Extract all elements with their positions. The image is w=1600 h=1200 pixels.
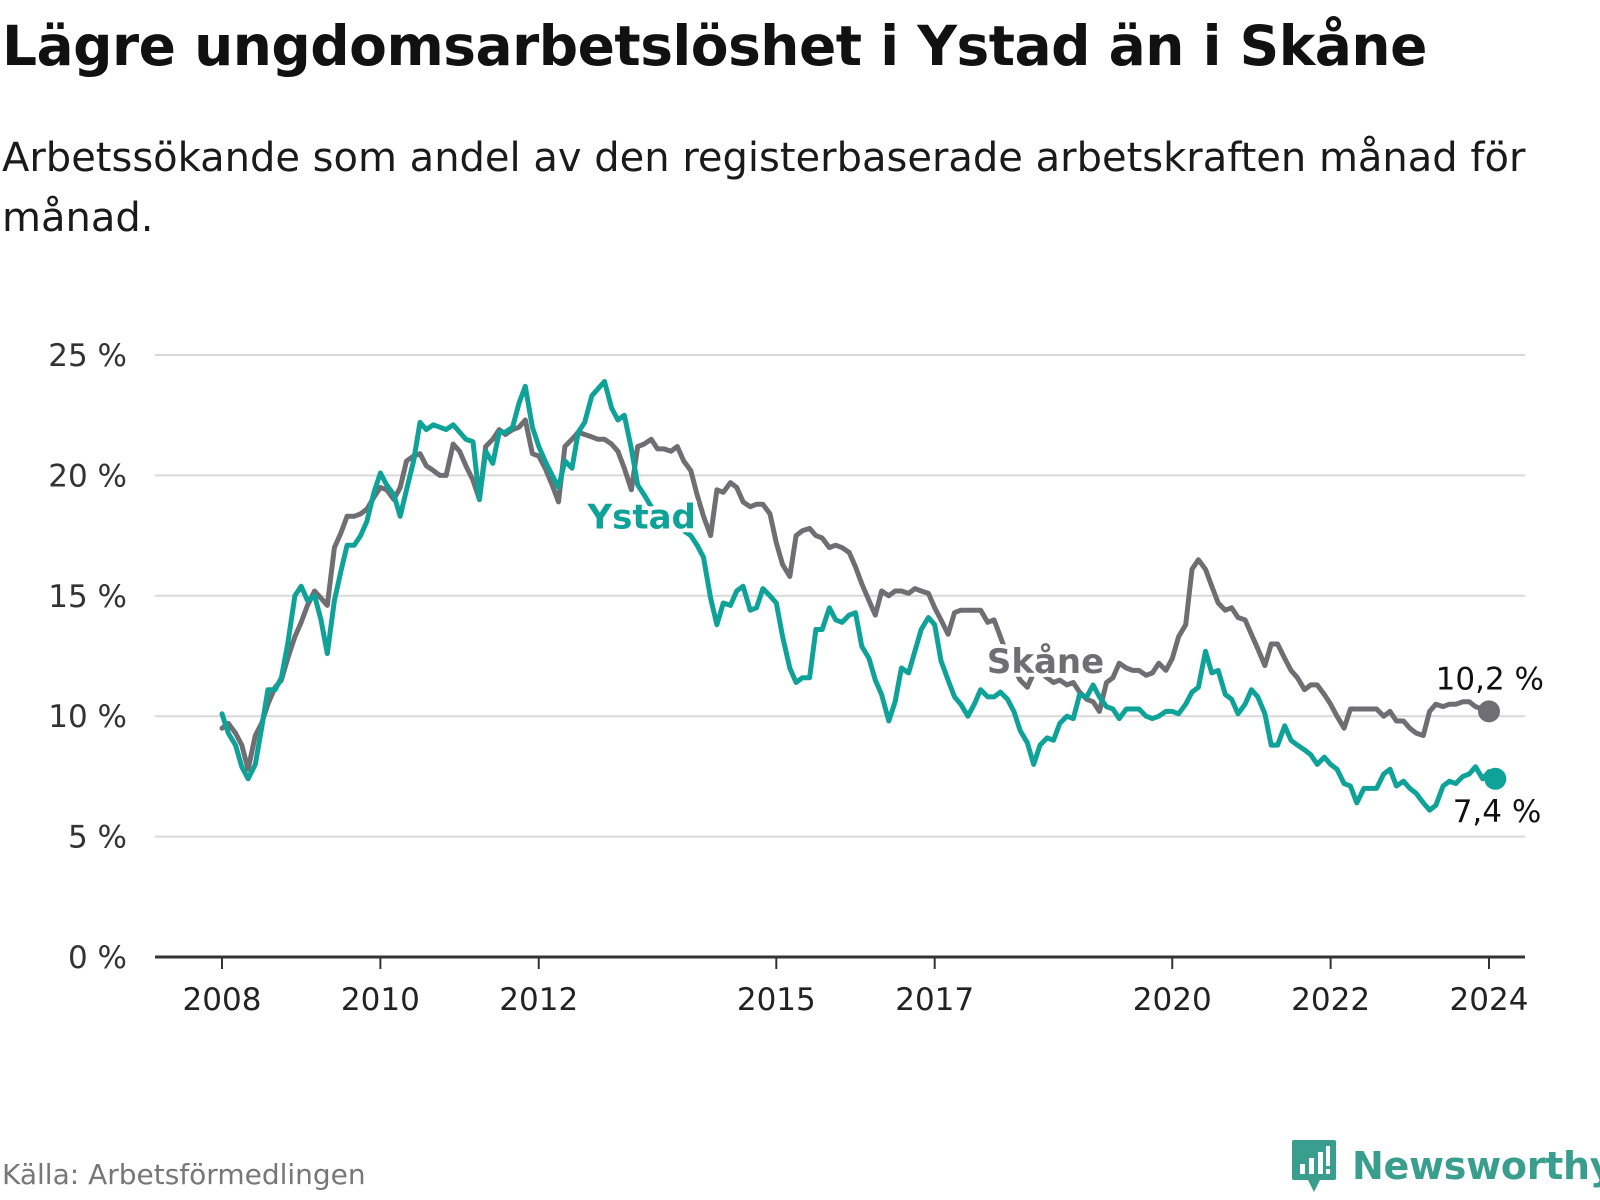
- y-tick-label-20: 20 %: [48, 458, 127, 494]
- x-tick-label-2024: 2024: [1450, 982, 1529, 1018]
- series-line-ystad: [219, 379, 1498, 813]
- series-label-ystad: Ystad: [586, 497, 695, 537]
- grid-lines: [155, 354, 1525, 838]
- newsworthy-logo: Newsworthy: [1290, 1138, 1600, 1194]
- x-tick-label-2008: 2008: [183, 982, 262, 1018]
- y-tick-label-0: 0 %: [68, 940, 127, 976]
- y-tick-label-25: 25 %: [48, 338, 127, 374]
- x-tick-label-2020: 2020: [1133, 982, 1212, 1018]
- series-label-skane: Skåne: [987, 642, 1104, 682]
- y-tick-label-10: 10 %: [48, 699, 127, 735]
- brand-name: Newsworthy: [1352, 1144, 1600, 1188]
- series-lines: [219, 379, 1507, 813]
- series-line-skane: [219, 417, 1492, 772]
- y-axis-ticks: 0 % 5 % 10 % 15 % 20 % 25 %: [48, 338, 127, 976]
- x-tick-label-2015: 2015: [737, 982, 816, 1018]
- end-label-skane: 10,2 %: [1436, 661, 1544, 697]
- chart-subtitle: Arbetssökande som andel av den registerb…: [2, 135, 1526, 241]
- x-tick-label-2022: 2022: [1291, 982, 1370, 1018]
- y-tick-label-5: 5 %: [68, 820, 127, 856]
- newsworthy-logo-icon: [1292, 1140, 1336, 1192]
- x-axis: 2008 2010 2012 2015 2017 2020 2022 2024: [155, 955, 1529, 1018]
- series-labels: Ystad Skåne 10,2 % 7,4 %: [582, 493, 1544, 830]
- x-tick-label-2017: 2017: [895, 982, 974, 1018]
- x-tick-label-2012: 2012: [499, 982, 578, 1018]
- end-point-skane: [1478, 700, 1500, 723]
- x-tick-label-2010: 2010: [341, 982, 420, 1018]
- end-point-ystad: [1484, 767, 1507, 790]
- chart-title: Lägre ungdomsarbetslöshet i Ystad än i S…: [2, 14, 1427, 78]
- source-note: Källa: Arbetsförmedlingen: [2, 1158, 366, 1191]
- y-tick-label-15: 15 %: [48, 579, 127, 615]
- end-label-ystad: 7,4 %: [1453, 794, 1542, 830]
